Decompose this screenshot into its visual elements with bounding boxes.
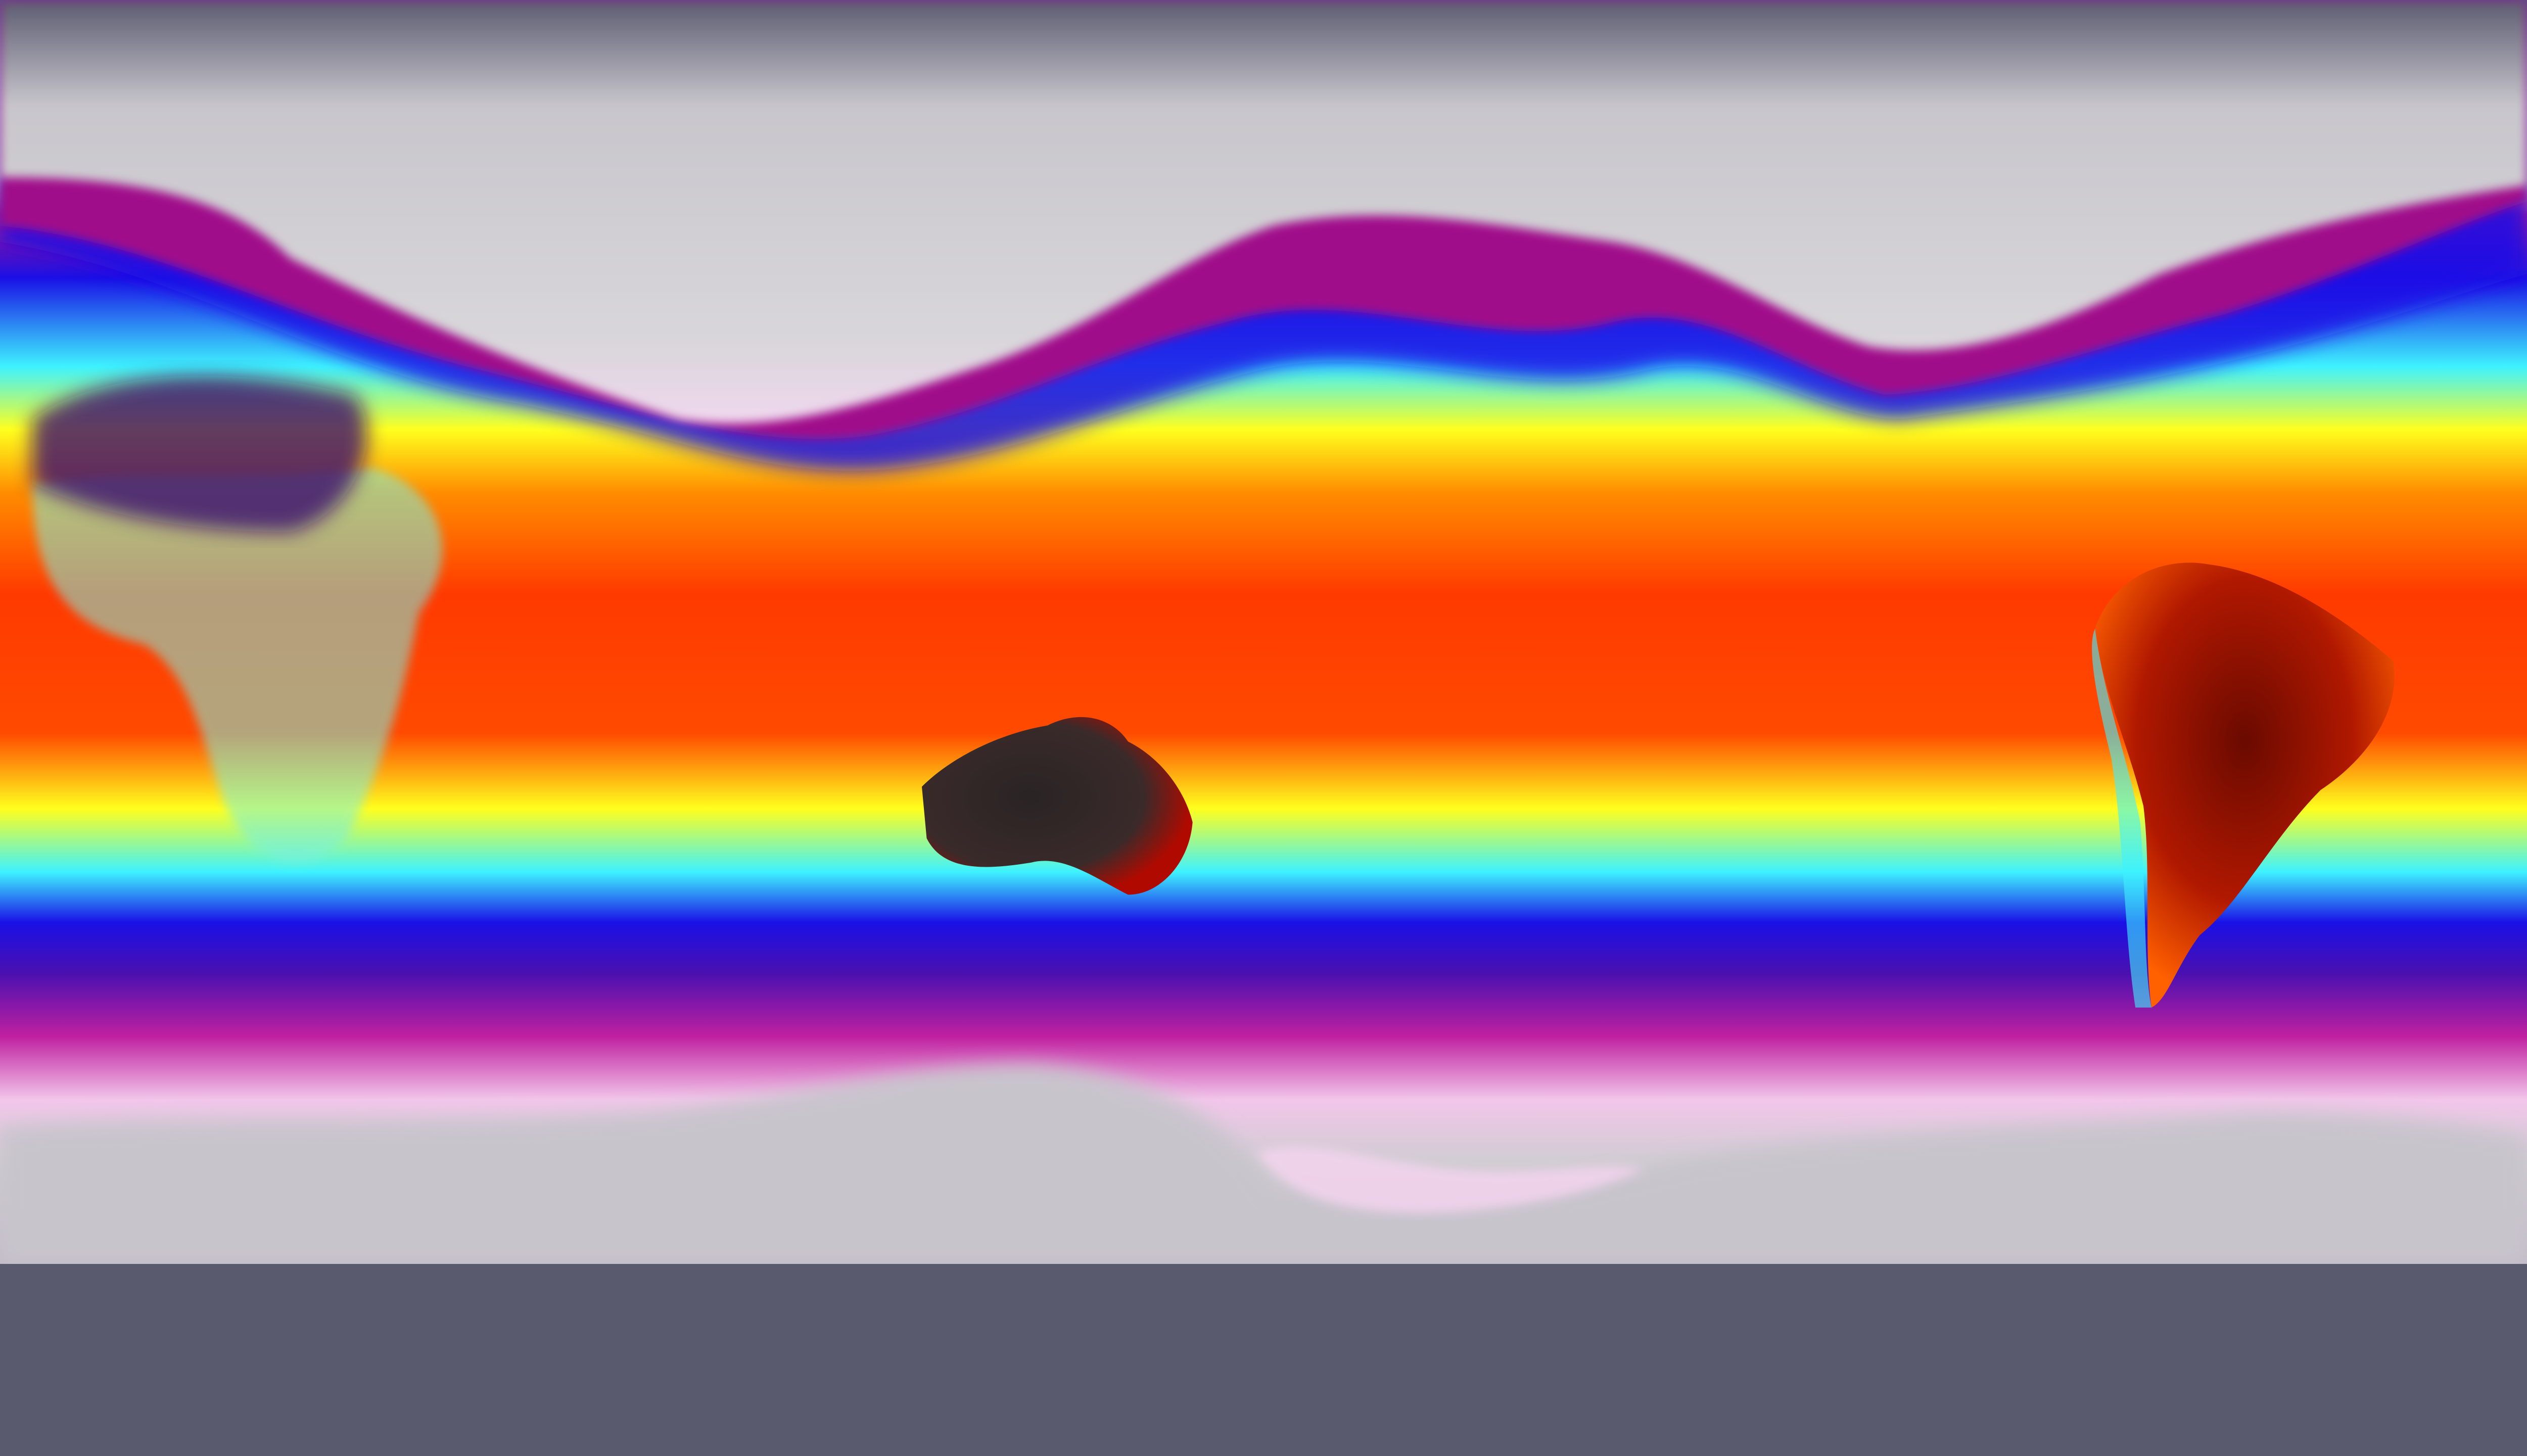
northern-cold-region <box>0 0 2527 424</box>
andes-cold-strip <box>2092 629 2152 1008</box>
africa-landmass <box>32 467 443 863</box>
south-america-landmass <box>2095 562 2395 1008</box>
sahara-cold-region <box>32 375 367 532</box>
antarctica-landmass <box>0 1064 2527 1264</box>
antarctic-pink-swirl <box>1257 1147 1644 1213</box>
global-temperature-map <box>0 0 2527 1264</box>
australia-landmass <box>921 717 1193 895</box>
